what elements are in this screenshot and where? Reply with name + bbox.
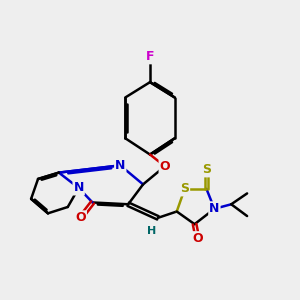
- Text: F: F: [146, 50, 154, 63]
- Text: N: N: [115, 159, 125, 172]
- Text: O: O: [75, 211, 86, 224]
- Text: S: S: [202, 164, 211, 176]
- Text: O: O: [160, 160, 170, 173]
- Text: N: N: [74, 182, 84, 194]
- Text: H: H: [147, 226, 157, 236]
- Text: S: S: [180, 182, 189, 195]
- Text: O: O: [192, 232, 203, 245]
- Text: N: N: [209, 202, 220, 215]
